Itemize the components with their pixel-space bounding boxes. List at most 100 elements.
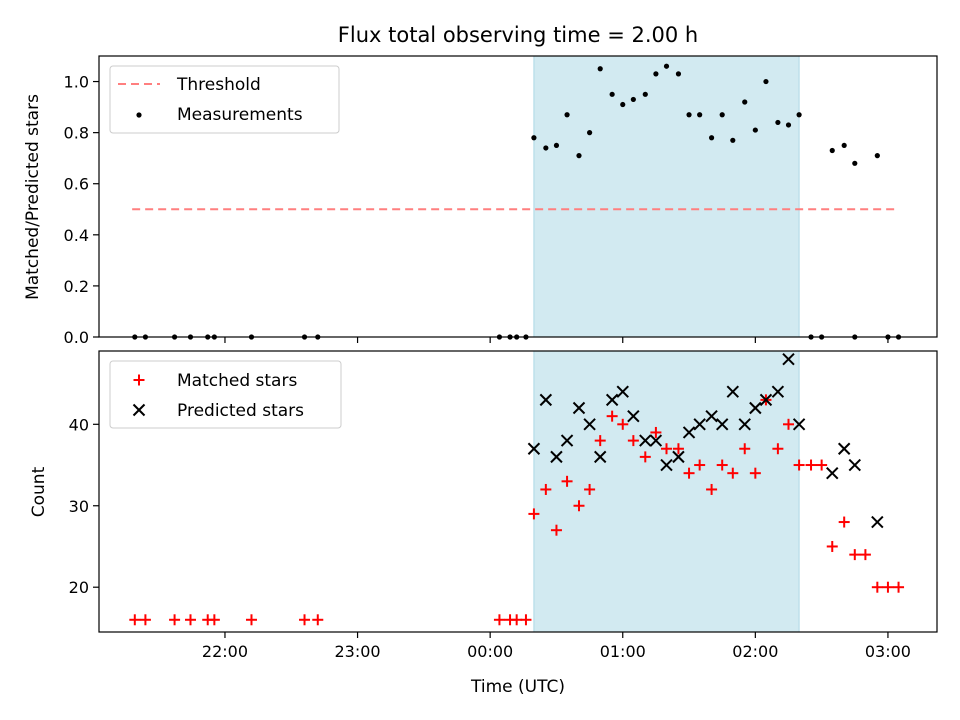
predicted-star-point bbox=[627, 409, 640, 423]
predicted-star-point-b bbox=[539, 393, 553, 407]
predicted-star-point bbox=[550, 450, 563, 464]
measurement-point bbox=[841, 142, 847, 149]
legend-matched-swatch bbox=[133, 374, 145, 386]
measurement-point bbox=[719, 112, 725, 118]
matched-star-point bbox=[299, 614, 311, 626]
legend-measurements-label: Measurements bbox=[177, 105, 303, 125]
matched-star-point bbox=[528, 508, 540, 520]
predicted-star-point bbox=[616, 385, 629, 398]
predicted-star-point-b bbox=[605, 393, 619, 407]
legend-predicted-swatch-b bbox=[132, 403, 146, 417]
matched-star-point bbox=[849, 549, 861, 561]
predicted-star-point bbox=[826, 466, 839, 480]
predicted-star-point-b bbox=[693, 418, 706, 431]
top-legend: Threshold Measurements bbox=[109, 65, 340, 134]
matched-star-point bbox=[793, 459, 805, 471]
predicted-star-point bbox=[639, 434, 652, 447]
predicted-star-point bbox=[705, 409, 718, 423]
top-panel: 0.0 0.2 0.4 0.6 0.8 1.0 Threshold Measurements bbox=[64, 55, 938, 347]
matched-star-point bbox=[184, 614, 196, 626]
predicted-star-point bbox=[715, 418, 729, 431]
predicted-star-point bbox=[572, 401, 586, 415]
x-tick-label: 22:00 bbox=[202, 642, 248, 661]
predicted-star-point bbox=[539, 393, 553, 407]
predicted-star-point bbox=[583, 418, 596, 431]
predicted-star-point-b bbox=[627, 409, 640, 423]
measurement-point bbox=[785, 122, 792, 128]
measurement-point bbox=[730, 137, 736, 143]
measurement-point bbox=[564, 112, 570, 118]
predicted-star-point bbox=[594, 450, 607, 464]
measurement-point bbox=[775, 119, 781, 126]
bottom-y-tick-label: 30 bbox=[69, 497, 89, 516]
measurement-point bbox=[686, 112, 692, 118]
predicted-star-point-b bbox=[649, 434, 663, 447]
predicted-star-point-b bbox=[738, 418, 751, 431]
matched-star-point bbox=[493, 614, 505, 626]
predicted-star-point bbox=[871, 515, 884, 529]
x-tick-label: 02:00 bbox=[732, 642, 778, 661]
matched-star-point bbox=[859, 549, 871, 561]
predicted-star-point-b bbox=[682, 426, 696, 439]
x-tick-label: 03:00 bbox=[865, 642, 911, 661]
predicted-star-point bbox=[792, 418, 806, 431]
predicted-star-point-b bbox=[871, 515, 884, 529]
x-tick-label: 00:00 bbox=[467, 642, 513, 661]
predicted-star-point bbox=[672, 450, 685, 464]
measurement-point bbox=[808, 334, 814, 340]
matched-star-point bbox=[550, 524, 562, 536]
matched-star-point bbox=[672, 443, 684, 455]
matched-star-point bbox=[511, 614, 523, 626]
predicted-star-point-b bbox=[771, 385, 785, 398]
measurement-point bbox=[630, 96, 636, 103]
matched-star-point bbox=[749, 467, 761, 479]
measurement-point bbox=[171, 334, 178, 340]
predicted-star-point-b bbox=[572, 401, 586, 415]
predicted-star-point bbox=[782, 352, 795, 366]
x-axis-label: Time (UTC) bbox=[470, 677, 565, 697]
measurement-point bbox=[576, 153, 582, 159]
predicted-star-point-b bbox=[639, 434, 652, 447]
matched-star-point bbox=[706, 483, 718, 495]
predicted-star-point bbox=[726, 385, 740, 398]
predicted-star-point-b bbox=[715, 418, 729, 431]
predicted-star-point bbox=[738, 418, 751, 431]
measurement-point bbox=[620, 101, 626, 108]
matched-star-point bbox=[882, 581, 894, 593]
top-legend-box bbox=[109, 65, 340, 134]
measurement-point bbox=[587, 130, 593, 136]
predicted-star-point bbox=[837, 442, 851, 455]
predicted-star-point-b bbox=[594, 450, 607, 464]
predicted-star-point-b bbox=[826, 466, 839, 480]
measurement-point bbox=[642, 91, 648, 97]
predicted-star-point bbox=[560, 434, 574, 447]
measurement-point bbox=[819, 334, 825, 340]
measurement-point bbox=[507, 334, 513, 340]
top-observing-window bbox=[533, 55, 800, 338]
measurement-point bbox=[301, 334, 308, 340]
matched-star-point bbox=[139, 614, 151, 626]
predicted-star-point-b bbox=[550, 450, 563, 464]
predicted-star-point-b bbox=[583, 418, 596, 431]
matched-star-point bbox=[208, 614, 220, 626]
bottom-legend: Matched stars Predicted stars bbox=[109, 360, 342, 429]
matched-star-point bbox=[838, 516, 850, 528]
predicted-star-point-b bbox=[705, 409, 718, 423]
predicted-star-point bbox=[749, 401, 762, 415]
matched-star-point bbox=[520, 614, 532, 626]
measurement-point bbox=[132, 334, 138, 340]
matched-star-point bbox=[739, 443, 751, 455]
bottom-observing-window bbox=[533, 350, 800, 633]
measurement-point bbox=[697, 112, 703, 118]
legend-matched-label: Matched stars bbox=[177, 371, 297, 391]
measurement-point bbox=[211, 334, 217, 340]
matched-star-point bbox=[606, 410, 618, 422]
predicted-star-point-b bbox=[837, 442, 851, 455]
legend-predicted-label: Predicted stars bbox=[177, 401, 304, 421]
top-y-tick-label: 0.0 bbox=[64, 328, 89, 347]
predicted-star-point-b bbox=[616, 385, 629, 398]
top-y-tick-label: 0.4 bbox=[64, 226, 89, 245]
top-y-tick-label: 0.6 bbox=[64, 175, 89, 194]
measurement-point bbox=[763, 78, 769, 85]
